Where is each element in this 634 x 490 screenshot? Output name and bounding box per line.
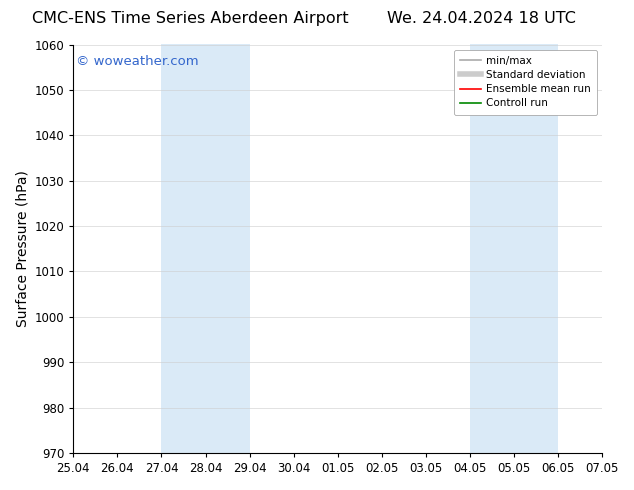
Y-axis label: Surface Pressure (hPa): Surface Pressure (hPa) xyxy=(15,171,29,327)
Bar xyxy=(162,45,250,453)
Bar xyxy=(470,45,558,453)
Legend: min/max, Standard deviation, Ensemble mean run, Controll run: min/max, Standard deviation, Ensemble me… xyxy=(454,49,597,115)
Text: CMC-ENS Time Series Aberdeen Airport: CMC-ENS Time Series Aberdeen Airport xyxy=(32,11,349,26)
Text: © woweather.com: © woweather.com xyxy=(76,55,198,68)
Text: We. 24.04.2024 18 UTC: We. 24.04.2024 18 UTC xyxy=(387,11,576,26)
